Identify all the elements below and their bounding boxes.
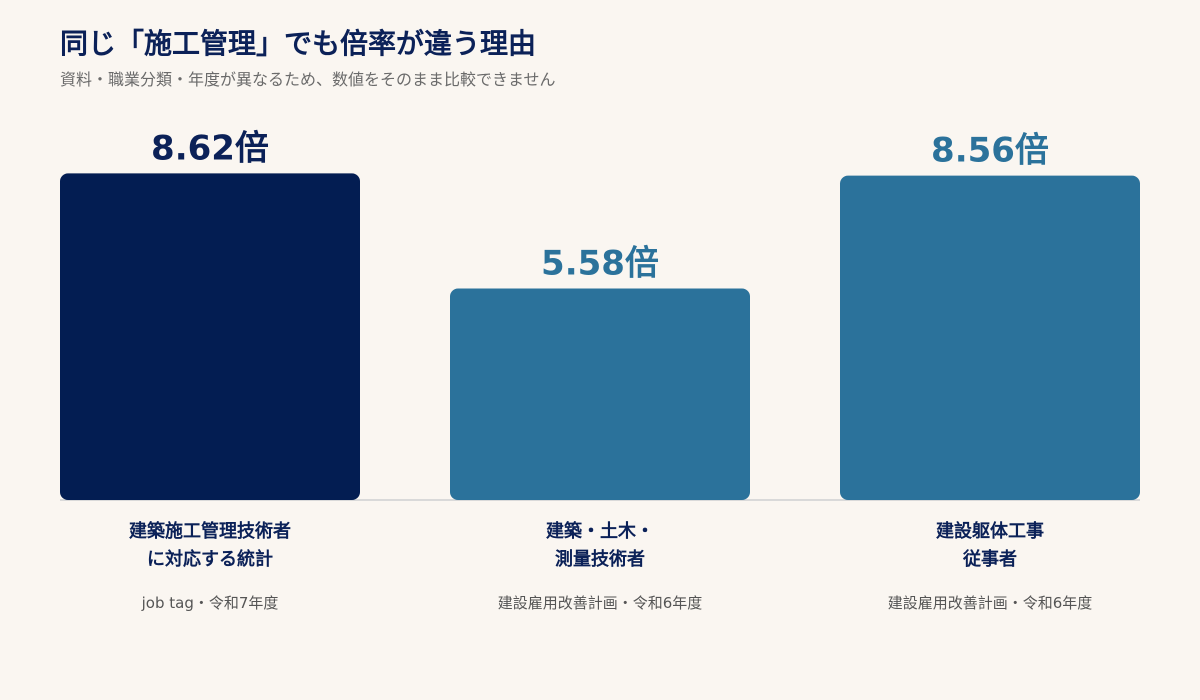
- category-block-1: 建築施工管理技術者 に対応する統計 job tag・令和7年度: [60, 518, 360, 613]
- bar-value-label-2: 5.58倍: [541, 244, 659, 284]
- category-label-line: 従事者: [963, 549, 1017, 570]
- bar-value-label-3: 8.56倍: [931, 131, 1049, 171]
- chart-title: 同じ「施工管理」でも倍率が違う理由: [60, 27, 537, 60]
- category-source: job tag・令和7年度: [141, 594, 279, 612]
- category-label-line: 測量技術者: [555, 549, 645, 570]
- category-label-line: 建築施工管理技術者: [129, 521, 291, 542]
- category-label: 建設躯体工事 従事者: [840, 518, 1140, 574]
- category-block-2: 建築・土木・ 測量技術者 建設雇用改善計画・令和6年度: [450, 518, 750, 613]
- category-source: 建設雇用改善計画・令和6年度: [887, 594, 1093, 612]
- chart-subtitle: 資料・職業分類・年度が異なるため、数値をそのまま比較できません: [60, 70, 556, 89]
- category-label: 建築施工管理技術者 に対応する統計: [60, 518, 360, 574]
- category-label-line: 建設躯体工事: [936, 521, 1044, 542]
- bar-3: [840, 175, 1140, 501]
- category-label-line: に対応する統計: [147, 549, 273, 570]
- bar-1: [60, 173, 360, 501]
- category-label: 建築・土木・ 測量技術者: [450, 518, 750, 574]
- category-label-line: 建築・土木・: [546, 521, 654, 542]
- bar-2: [450, 288, 750, 500]
- bar-value-label-1: 8.62倍: [151, 128, 269, 168]
- category-source: 建設雇用改善計画・令和6年度: [497, 594, 703, 612]
- category-block-3: 建設躯体工事 従事者 建設雇用改善計画・令和6年度: [840, 518, 1140, 613]
